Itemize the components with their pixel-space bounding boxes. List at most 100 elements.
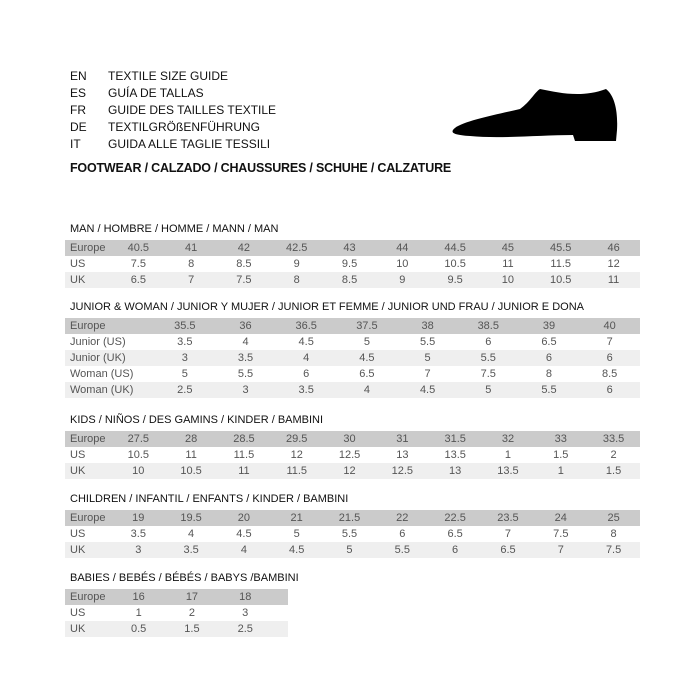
size-cell: 8.5 — [236, 258, 252, 270]
size-cell: 3.5 — [130, 528, 146, 540]
size-cell: 27.5 — [127, 433, 149, 445]
size-cell: 42.5 — [286, 242, 308, 254]
size-cell: 18 — [239, 591, 252, 603]
size-cell: 39 — [542, 320, 556, 332]
row-label: US — [70, 449, 86, 461]
size-cell: 6 — [399, 528, 406, 540]
table-row: Woman (UK) 2.5 3 3.5 4 4.5 5 5.5 6 — [65, 382, 640, 398]
filler-cell — [272, 589, 288, 605]
size-cell: 7.5 — [236, 274, 252, 286]
section-man: MAN / HOMBRE / HOMME / MANN / MAN Europe 4… — [65, 222, 640, 288]
size-cell: 31.5 — [444, 433, 466, 445]
table-row: US 1 2 3 — [65, 605, 288, 621]
table-row: Europe 19 19.5 20 21 21.5 22 22.5 23.5 24 25 — [65, 510, 640, 526]
size-cell: 11.5 — [286, 465, 308, 477]
section-title: BABIES / BEBÉS / BÉBÉS / BABYS /BAMBINI — [70, 572, 299, 584]
size-cell: 12.5 — [338, 449, 361, 461]
size-cell: 6 — [545, 352, 553, 364]
size-cell: 11.5 — [550, 258, 572, 270]
section-kids: KIDS / NIÑOS / DES GAMINS / KINDER / BAM… — [65, 413, 640, 479]
guide-title-de: DE TEXTILGRÖßENFÜHRUNG — [70, 120, 261, 134]
size-cell: 25 — [607, 512, 620, 524]
guide-title-fr: FR GUIDE DES TAILLES TEXTILE — [70, 103, 277, 117]
section-title: CHILDREN / INFANTIL / ENFANTS / KINDER /… — [70, 493, 349, 505]
size-cell: 2.5 — [237, 623, 253, 635]
size-cell: 5.5 — [480, 352, 496, 364]
size-cell: 6 — [303, 368, 310, 380]
size-cell: 5.5 — [394, 544, 410, 556]
size-cell: 24 — [554, 512, 567, 524]
size-cell: 12 — [607, 258, 620, 270]
row-label: UK — [70, 465, 86, 477]
size-cell: 19 — [132, 512, 145, 524]
size-cell: 3 — [242, 384, 249, 396]
size-cell: 13 — [396, 449, 409, 461]
row-label: Europe — [70, 591, 106, 603]
table-row: UK 0.5 1.5 2.5 — [65, 621, 288, 637]
size-cell: 40 — [603, 320, 616, 332]
size-cell: 11 — [502, 258, 514, 270]
size-cell: 8 — [610, 528, 617, 540]
size-cell: 2 — [610, 449, 617, 461]
guide-title-es: ES GUÍA DE TALLAS — [70, 86, 204, 100]
size-cell: 13.5 — [444, 449, 466, 461]
shoe-silhouette-icon — [452, 89, 618, 141]
row-label: UK — [70, 274, 86, 286]
size-cell: 45 — [501, 242, 515, 254]
size-cell: 4.5 — [236, 528, 252, 540]
size-cell: 4.5 — [289, 544, 305, 556]
row-label: UK — [70, 623, 86, 635]
size-cell: 10.5 — [550, 274, 572, 286]
size-cell: 4 — [363, 384, 370, 396]
size-cell: 1 — [504, 449, 512, 461]
row-label: UK — [70, 544, 86, 556]
size-cell: 7 — [188, 274, 195, 286]
row-label: Europe — [70, 320, 106, 332]
size-cell: 33 — [554, 433, 567, 445]
size-cell: 6.5 — [130, 274, 146, 286]
size-cell: 10 — [132, 465, 145, 477]
size-cell: 8.5 — [602, 368, 618, 380]
size-cell: 38.5 — [477, 320, 499, 332]
size-cell: 29.5 — [286, 433, 308, 445]
size-cell: 11 — [238, 465, 250, 477]
size-cell: 28.5 — [233, 433, 255, 445]
size-cell: 12 — [343, 465, 356, 477]
size-cell: 45.5 — [550, 242, 572, 254]
size-cell: 6 — [485, 336, 492, 348]
size-cell: 21 — [290, 512, 303, 524]
size-cell: 6.5 — [500, 544, 516, 556]
size-cell: 4 — [242, 336, 249, 348]
size-cell: 36.5 — [295, 320, 317, 332]
size-cell: 13 — [449, 465, 462, 477]
size-table-kids: Europe 27.5 28 28.5 29.5 30 31 31.5 32 33 33.5 US 10… — [65, 431, 640, 479]
size-cell: 3.5 — [237, 352, 254, 364]
size-cell: 11 — [607, 274, 620, 286]
section-children: CHILDREN / INFANTIL / ENFANTS / KINDER /… — [65, 492, 640, 558]
size-cell: 10.5 — [180, 465, 202, 477]
size-cell: 43 — [343, 242, 356, 254]
size-cell: 22 — [396, 512, 409, 524]
size-cell: 42 — [237, 242, 251, 254]
size-cell: 7 — [504, 528, 512, 540]
size-cell: 7.5 — [480, 368, 496, 380]
size-cell: 7.5 — [130, 258, 146, 270]
table-row: US 7.5 8 8.5 9 9.5 10 10.5 11 11.5 12 — [65, 256, 640, 272]
size-cell: 5 — [363, 336, 370, 348]
size-cell: 46 — [607, 242, 620, 254]
size-cell: 1.5 — [553, 449, 569, 461]
row-label: Woman (US) — [70, 368, 134, 380]
table-row: UK 3 3.5 4 4.5 5 5.5 6 6.5 7 7.5 — [65, 542, 640, 558]
size-cell: 31 — [396, 433, 409, 445]
size-table-man: Europe 40.5 41 42 42.5 43 44 44.5 45 45.5 46 US 7.5 8… — [65, 240, 640, 288]
table-row: Junior (US) 3.5 4 4.5 5 5.5 6 6.5 7 — [65, 334, 640, 350]
size-cell: 5 — [346, 544, 353, 556]
size-cell: 4 — [188, 528, 195, 540]
size-cell: 7.5 — [553, 528, 569, 540]
size-cell: 17 — [185, 591, 199, 603]
size-cell: 3.5 — [177, 336, 193, 348]
size-cell: 13.5 — [497, 465, 519, 477]
guide-title-it: IT GUIDA ALLE TAGLIE TESSILI — [70, 137, 271, 151]
row-label: Europe — [70, 242, 106, 254]
size-cell: 5 — [293, 528, 300, 540]
